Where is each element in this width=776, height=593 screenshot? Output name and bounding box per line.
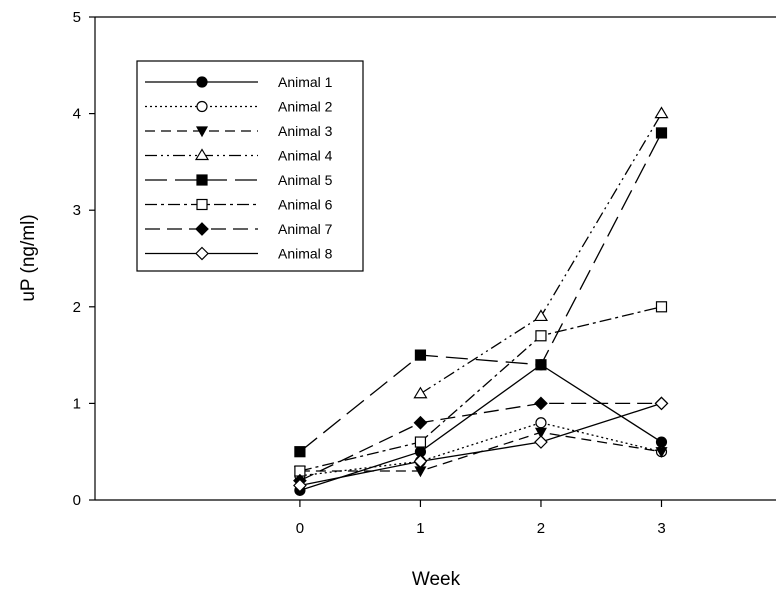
series-line-animal-7 <box>299 402 662 482</box>
y-axis-title: uP (ng/ml) <box>18 214 39 301</box>
data-point-animal-8 <box>654 396 669 411</box>
legend-marker-animal-1 <box>196 76 208 88</box>
y-tick-label: 3 <box>73 202 81 219</box>
data-point-animal-3 <box>534 427 547 439</box>
x-tick-label: 1 <box>416 520 424 537</box>
data-point-animal-3 <box>655 447 668 458</box>
y-tick-label: 5 <box>73 9 81 26</box>
legend-label-animal-5: Animal 5 <box>278 172 333 188</box>
legend-marker-animal-5 <box>196 174 208 186</box>
data-point-animal-4 <box>533 309 549 322</box>
data-point-animal-8 <box>413 454 428 469</box>
legend-marker-animal-6 <box>196 198 208 211</box>
x-tick-label: 0 <box>296 520 304 537</box>
legend-box <box>136 60 364 272</box>
plot-frame <box>94 16 776 501</box>
series-line-animal-4 <box>420 113 663 395</box>
data-point-animal-4 <box>413 386 428 399</box>
legend-marker-animal-4 <box>194 148 210 161</box>
y-tick-label: 4 <box>73 106 81 123</box>
legend-label-animal-8: Animal 8 <box>278 246 333 262</box>
data-point-animal-5 <box>294 446 306 458</box>
series-line-animal-8 <box>299 402 662 487</box>
data-point-animal-7 <box>534 396 548 411</box>
data-point-animal-6 <box>655 301 668 313</box>
x-axis-title: Week <box>412 569 461 590</box>
data-point-animal-5 <box>535 359 547 371</box>
legend-marker-animal-3 <box>195 126 209 138</box>
y-tick-label: 0 <box>73 492 81 509</box>
data-point-animal-1 <box>655 436 668 448</box>
legend-label-animal-6: Animal 6 <box>278 197 333 213</box>
legend-marker-animal-8 <box>195 246 209 261</box>
legend-marker-animal-2 <box>196 100 208 113</box>
series-markers <box>293 106 669 496</box>
series-line-animal-5 <box>299 132 663 453</box>
legend-label-animal-3: Animal 3 <box>278 123 333 139</box>
series-line-animal-6 <box>299 306 662 472</box>
x-tick-label: 3 <box>657 520 665 537</box>
data-point-animal-7 <box>413 415 428 430</box>
data-point-animal-2 <box>535 417 547 429</box>
data-point-animal-4 <box>654 106 669 119</box>
data-point-animal-8 <box>534 435 548 449</box>
legend-label-animal-2: Animal 2 <box>278 99 333 115</box>
y-tick-label: 1 <box>73 395 81 412</box>
series-lines <box>299 113 663 491</box>
x-tick-label: 2 <box>537 520 545 537</box>
series-line-animal-2 <box>299 422 662 477</box>
data-point-animal-6 <box>535 330 547 342</box>
data-point-animal-5 <box>414 349 427 361</box>
data-point-animal-8 <box>293 478 307 493</box>
y-tick-label: 2 <box>73 299 81 316</box>
legend-label-animal-4: Animal 4 <box>278 148 333 164</box>
data-point-animal-5 <box>655 127 668 139</box>
legend-label-animal-1: Animal 1 <box>278 74 333 90</box>
x-axis: 0 1 2 3 <box>296 500 666 537</box>
data-point-animal-6 <box>414 436 427 448</box>
legend-marker-animal-7 <box>195 222 209 236</box>
legend: Animal 1 Animal 2 Animal 3 Animal 4 Animal 5… <box>136 60 364 272</box>
legend-label-animal-7: Animal 7 <box>278 221 333 237</box>
y-axis: 0 1 2 3 4 5 <box>73 9 95 509</box>
